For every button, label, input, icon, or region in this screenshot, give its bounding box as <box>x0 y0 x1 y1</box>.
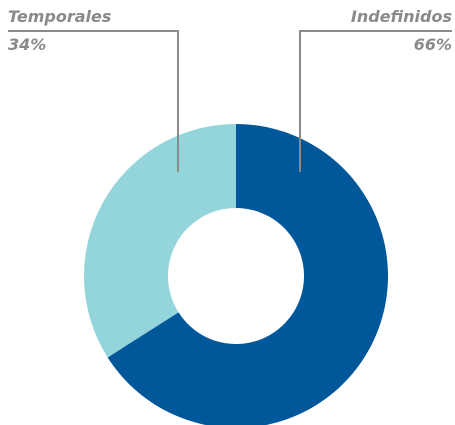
slice-label: Temporales <box>8 7 111 26</box>
slice-label: Indefinidos <box>351 7 452 26</box>
donut-slice <box>83 124 236 358</box>
leader-line <box>8 30 179 172</box>
slice-value-label: 34% <box>8 35 46 54</box>
donut-slice <box>107 124 388 425</box>
slice-value-label: 66% <box>414 35 452 54</box>
leader-line <box>299 30 452 172</box>
